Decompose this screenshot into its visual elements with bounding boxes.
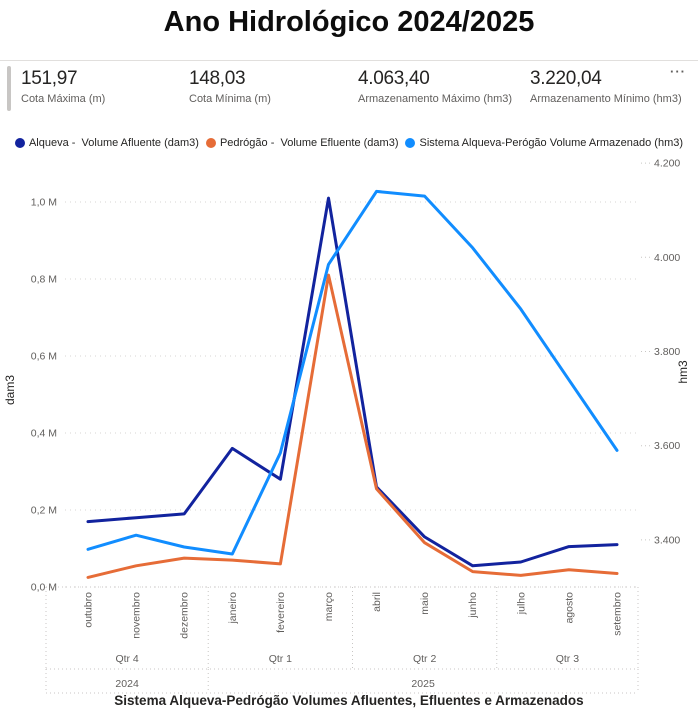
kpi-label: Armazenamento Máximo (hm3) [358, 93, 513, 105]
legend-label: Sistema Alqueva-Perógão Volume Armazenad… [419, 137, 684, 149]
right-axis-tick-label: 4.000 [654, 252, 680, 264]
series-line-pedrogao_volume_efluente [86, 273, 619, 579]
month-label: agosto [563, 592, 575, 624]
month-label: setembro [611, 592, 623, 636]
month-label: dezembro [179, 592, 191, 639]
kpi-armazenamento-maximo: 4.063,40 Armazenamento Máximo (hm3) [358, 67, 512, 105]
series-line-sistema_volume_armazenado [86, 189, 619, 556]
legend-label: Alqueva - Volume Afluente (dam3) [28, 137, 199, 149]
left-axis-tick-label: 0,0 M [31, 582, 57, 594]
kpi-value: 151,97 [21, 68, 78, 89]
left-axis-tick-label: 0,2 M [31, 505, 57, 517]
left-axis-tick-label: 1,0 M [31, 197, 57, 209]
quarter-label: Qtr 3 [556, 653, 579, 665]
left-axis-tick-label: 0,6 M [31, 351, 57, 363]
series-line-alqueva_volume_afluente [86, 196, 619, 568]
kpi-value: 4.063,40 [358, 68, 430, 89]
chart-legend: Alqueva - Volume Afluente (dam3) Pedrógã… [0, 137, 698, 149]
right-axis-tick-label: 3.400 [654, 534, 680, 546]
page-title: Ano Hidrológico 2024/2025 [163, 6, 535, 38]
legend-marker-icon [405, 138, 416, 148]
month-label: junho [467, 592, 479, 619]
right-axis-tick-label: 3.600 [654, 440, 680, 452]
chart-x-axis-title: Sistema Alqueva-Pedrógão Volumes Afluent… [114, 693, 584, 708]
month-label: fevereiro [275, 592, 287, 633]
legend-label: Pedrógão - Volume Efluente (dam3) [219, 137, 399, 149]
month-label: janeiro [227, 592, 239, 625]
quarter-label: Qtr 1 [269, 653, 292, 665]
legend-item-pedrogao-efluente[interactable]: Pedrógão - Volume Efluente (dam3) [205, 137, 399, 149]
month-label: novembro [131, 592, 143, 639]
right-axis-title: hm3 [676, 360, 690, 384]
month-label: maio [419, 592, 431, 615]
kpi-cota-minima: 148,03 Cota Mínima (m) [189, 67, 271, 105]
month-label: março [323, 592, 335, 621]
kpi-label: Armazenamento Mínimo (hm3) [530, 93, 682, 105]
more-options-icon[interactable]: ··· [666, 62, 690, 81]
line-chart: 0,0 M 0,2 M 0,4 M 0,6 M 0,8 M 1,0 M 3.400 3.600… [3, 158, 690, 694]
kpi-label: Cota Máxima (m) [21, 93, 106, 105]
kpi-top-divider [0, 60, 698, 61]
right-axis-tick-label: 4.200 [654, 158, 680, 170]
right-axis-tick-label: 3.800 [654, 346, 680, 358]
kpi-value: 148,03 [189, 68, 246, 89]
month-label: abril [371, 592, 383, 612]
legend-marker-icon [14, 138, 25, 148]
kpi-label: Cota Mínima (m) [189, 93, 271, 105]
quarter-label: Qtr 2 [413, 653, 436, 665]
legend-item-alqueva-afluente[interactable]: Alqueva - Volume Afluente (dam3) [14, 137, 199, 149]
left-axis-title: dam3 [3, 375, 17, 405]
month-label: outubro [83, 592, 95, 628]
kpi-scrollbar[interactable] [7, 66, 11, 111]
legend-item-sistema-armazenado[interactable]: Sistema Alqueva-Perógão Volume Armazenad… [405, 137, 683, 149]
left-axis-tick-label: 0,8 M [31, 274, 57, 286]
kpi-value: 3.220,04 [530, 68, 602, 89]
legend-marker-icon [205, 138, 216, 148]
kpi-cota-maxima: 151,97 Cota Máxima (m) [21, 67, 105, 105]
year-label: 2024 [115, 678, 139, 690]
kpi-armazenamento-minimo: 3.220,04 Armazenamento Mínimo (hm3) [530, 67, 682, 105]
quarter-label: Qtr 4 [115, 653, 138, 665]
year-label: 2025 [411, 678, 435, 690]
month-label: julho [515, 592, 527, 615]
left-axis-tick-label: 0,4 M [31, 428, 57, 440]
